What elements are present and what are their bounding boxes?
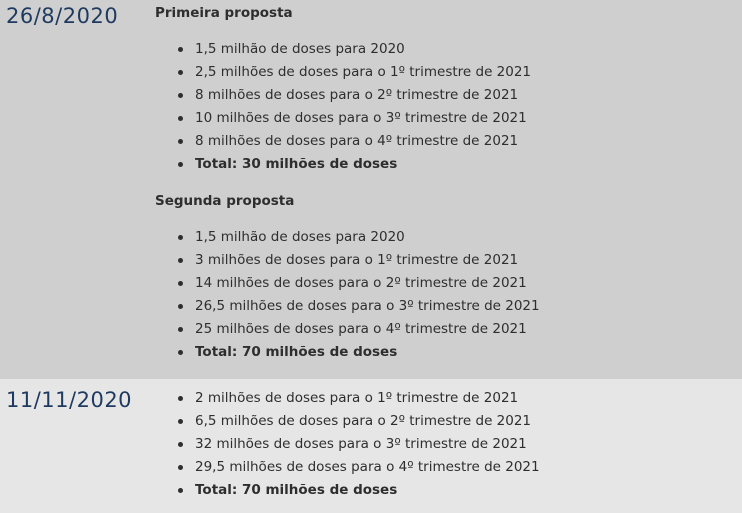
bullet-icon [178, 419, 183, 424]
list-item: 26,5 milhões de doses para o 3º trimestr… [155, 295, 540, 318]
list-item-text: 6,5 milhões de doses para o 2º trimestre… [195, 413, 532, 429]
bullet-icon [178, 442, 183, 447]
proposal-title: Primeira proposta [155, 5, 293, 21]
total-text: Total: 70 milhões de doses [195, 482, 398, 498]
list-item-text: 32 milhões de doses para o 3º trimestre … [195, 436, 527, 452]
bullet-icon [178, 47, 183, 52]
entry-content: 2 milhões de doses para o 1º trimestre d… [155, 387, 540, 502]
bullet-icon [178, 162, 183, 167]
list-item: 8 milhões de doses para o 2º trimestre d… [155, 84, 540, 107]
bullet-icon [178, 304, 183, 309]
bullet-icon [178, 258, 183, 263]
bullet-icon [178, 139, 183, 144]
list-item-text: 2 milhões de doses para o 1º trimestre d… [195, 390, 519, 406]
list-item: 2,5 milhões de doses para o 1º trimestre… [155, 61, 540, 84]
dose-list: 1,5 milhão de doses para 2020 3 milhões … [155, 226, 540, 364]
list-item-text: 8 milhões de doses para o 2º trimestre d… [195, 87, 519, 103]
dose-list: 1,5 milhão de doses para 2020 2,5 milhõe… [155, 38, 540, 176]
bullet-icon [178, 350, 183, 355]
list-item: 6,5 milhões de doses para o 2º trimestre… [155, 410, 540, 433]
list-item-text: 26,5 milhões de doses para o 3º trimestr… [195, 298, 540, 314]
list-item: 14 milhões de doses para o 2º trimestre … [155, 272, 540, 295]
total-text: Total: 30 milhões de doses [195, 156, 398, 172]
list-item-text: 2,5 milhões de doses para o 1º trimestre… [195, 64, 532, 80]
bullet-icon [178, 235, 183, 240]
bullet-icon [178, 327, 183, 332]
bullet-icon [178, 465, 183, 470]
list-item-total: Total: 30 milhões de doses [155, 153, 540, 176]
list-item: 3 milhões de doses para o 1º trimestre d… [155, 249, 540, 272]
list-item-text: 1,5 milhão de doses para 2020 [195, 229, 405, 245]
bullet-icon [178, 116, 183, 121]
list-item: 32 milhões de doses para o 3º trimestre … [155, 433, 540, 456]
list-item-text: 8 milhões de doses para o 4º trimestre d… [195, 133, 519, 149]
list-item-text: 10 milhões de doses para o 3º trimestre … [195, 110, 527, 126]
list-item-text: 3 milhões de doses para o 1º trimestre d… [195, 252, 519, 268]
bullet-icon [178, 70, 183, 75]
list-item-text: 1,5 milhão de doses para 2020 [195, 41, 405, 57]
proposal-title: Segunda proposta [155, 193, 295, 209]
list-item-text: 25 milhões de doses para o 4º trimestre … [195, 321, 527, 337]
list-item: 1,5 milhão de doses para 2020 [155, 38, 540, 61]
list-item-total: Total: 70 milhões de doses [155, 479, 540, 502]
list-item-text: 29,5 milhões de doses para o 4º trimestr… [195, 459, 540, 475]
list-item: 25 milhões de doses para o 4º trimestre … [155, 318, 540, 341]
entry-row-2020-11-11: 11/11/2020 2 milhões de doses para o 1º … [0, 379, 742, 513]
dose-list: 2 milhões de doses para o 1º trimestre d… [155, 387, 540, 502]
total-text: Total: 70 milhões de doses [195, 344, 398, 360]
entry-date: 11/11/2020 [6, 388, 133, 412]
entry-content: Primeira proposta 1,5 milhão de doses pa… [155, 4, 540, 364]
list-item: 8 milhões de doses para o 4º trimestre d… [155, 130, 540, 153]
list-item: 2 milhões de doses para o 1º trimestre d… [155, 387, 540, 410]
entry-date: 26/8/2020 [6, 4, 119, 28]
bullet-icon [178, 488, 183, 493]
list-item-total: Total: 70 milhões de doses [155, 341, 540, 364]
list-item: 29,5 milhões de doses para o 4º trimestr… [155, 456, 540, 479]
list-item: 10 milhões de doses para o 3º trimestre … [155, 107, 540, 130]
entry-row-2020-08-26: 26/8/2020 Primeira proposta 1,5 milhão d… [0, 0, 742, 379]
list-item-text: 14 milhões de doses para o 2º trimestre … [195, 275, 527, 291]
bullet-icon [178, 93, 183, 98]
list-item: 1,5 milhão de doses para 2020 [155, 226, 540, 249]
bullet-icon [178, 396, 183, 401]
bullet-icon [178, 281, 183, 286]
